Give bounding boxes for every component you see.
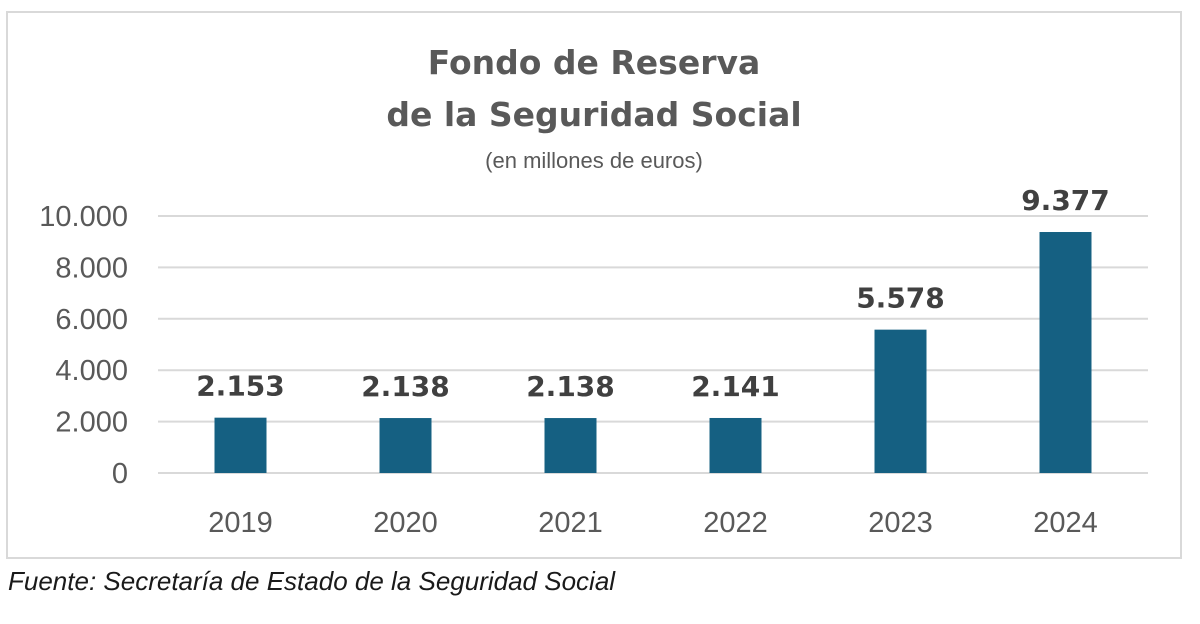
- value-labels: 2.153 2.138 2.138 2.141 5.578 9.377: [196, 184, 1110, 403]
- value-label-2021: 2.138: [526, 370, 615, 403]
- x-axis-tick-labels: 2019 2020 2021 2022 2023 2024: [208, 507, 1098, 539]
- source-note: Fuente: Secretaría de Estado de la Segur…: [8, 566, 616, 596]
- bar-2023: [874, 329, 927, 473]
- x-tick-label-2020: 2020: [373, 507, 438, 539]
- y-tick-label-5: 10.000: [39, 201, 128, 233]
- y-tick-label-4: 8.000: [55, 252, 128, 284]
- x-tick-label-2024: 2024: [1033, 507, 1098, 539]
- chart-title-line-2: de la Seguridad Social: [386, 95, 801, 134]
- chart-subtitle: (en millones de euros): [485, 148, 703, 173]
- gridlines: [158, 215, 1148, 474]
- value-label-2019: 2.153: [196, 370, 285, 403]
- y-tick-label-3: 6.000: [55, 304, 128, 336]
- bar-2019: [214, 417, 267, 473]
- chart-title-line-1: Fondo de Reserva: [428, 43, 761, 82]
- value-label-2023: 5.578: [856, 282, 945, 315]
- x-tick-label-2019: 2019: [208, 507, 273, 539]
- bar-2020: [379, 418, 432, 473]
- x-tick-label-2021: 2021: [538, 507, 603, 539]
- y-tick-label-0: 0: [112, 458, 128, 490]
- value-label-2022: 2.141: [691, 370, 780, 403]
- y-tick-label-2: 4.000: [55, 355, 128, 387]
- value-label-2020: 2.138: [361, 370, 450, 403]
- y-axis-tick-labels: 0 2.000 4.000 6.000 8.000 10.000: [39, 201, 128, 490]
- bar-2024: [1039, 232, 1092, 473]
- x-tick-label-2023: 2023: [868, 507, 933, 539]
- x-tick-label-2022: 2022: [703, 507, 768, 539]
- bars: [214, 232, 1092, 473]
- bar-2021: [544, 418, 597, 473]
- y-tick-label-1: 2.000: [55, 407, 128, 439]
- value-label-2024: 9.377: [1021, 184, 1110, 217]
- bar-2022: [709, 417, 762, 473]
